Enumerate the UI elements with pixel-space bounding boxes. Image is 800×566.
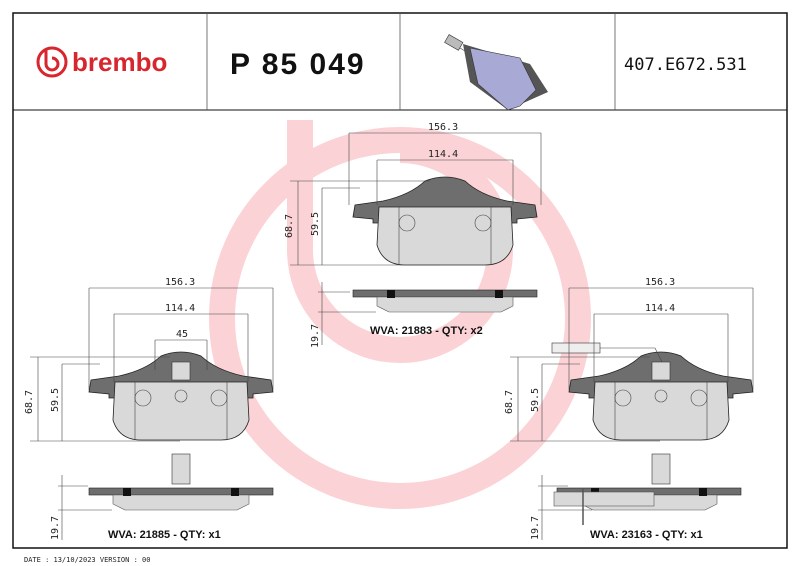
date-version: DATE : 13/10/2023 VERSION : 00 <box>24 556 150 564</box>
dim-height-inner: 59.5 <box>530 388 541 412</box>
dim-height-total: 68.7 <box>284 214 295 238</box>
dim-height-inner: 59.5 <box>50 388 61 412</box>
dim-height-total: 68.7 <box>24 390 35 414</box>
pad-view-right: 156.3 114.4 68.7 59.5 19.7 WVA: 23163 - … <box>504 277 754 541</box>
reference-code: 407.E672.531 <box>624 55 747 75</box>
wva-label-right: WVA: 23163 - QTY: x1 <box>590 529 703 541</box>
pad-render-image <box>444 34 548 111</box>
dim-thickness: 19.7 <box>310 324 321 348</box>
dim-width-inner: 114.4 <box>165 303 195 314</box>
wva-label-left: WVA: 21885 - QTY: x1 <box>108 529 221 541</box>
pad-view-left: 156.3 114.4 45 68.7 59.5 19.7 WVA: 21885… <box>24 277 274 541</box>
pad-view-top: 156.3 114.4 68.7 59.5 19.7 WVA: 21883 - … <box>284 122 542 348</box>
dim-height-inner: 59.5 <box>310 212 321 236</box>
dim-height-total: 68.7 <box>504 390 515 414</box>
dim-width-total: 156.3 <box>165 277 195 288</box>
dim-width-center: 45 <box>176 329 188 340</box>
dim-width-inner: 114.4 <box>428 149 458 160</box>
dim-width-total: 156.3 <box>645 277 675 288</box>
brembo-watermark <box>209 120 591 509</box>
wva-label-top: WVA: 21883 - QTY: x2 <box>370 325 483 337</box>
dim-width-total: 156.3 <box>428 122 458 133</box>
dim-thickness: 19.7 <box>530 516 541 540</box>
brand-name: brembo <box>72 47 167 77</box>
brembo-logo: brembo <box>36 46 167 78</box>
part-number: P 85 049 <box>230 48 366 81</box>
dim-thickness: 19.7 <box>50 516 61 540</box>
dim-width-inner: 114.4 <box>645 303 675 314</box>
